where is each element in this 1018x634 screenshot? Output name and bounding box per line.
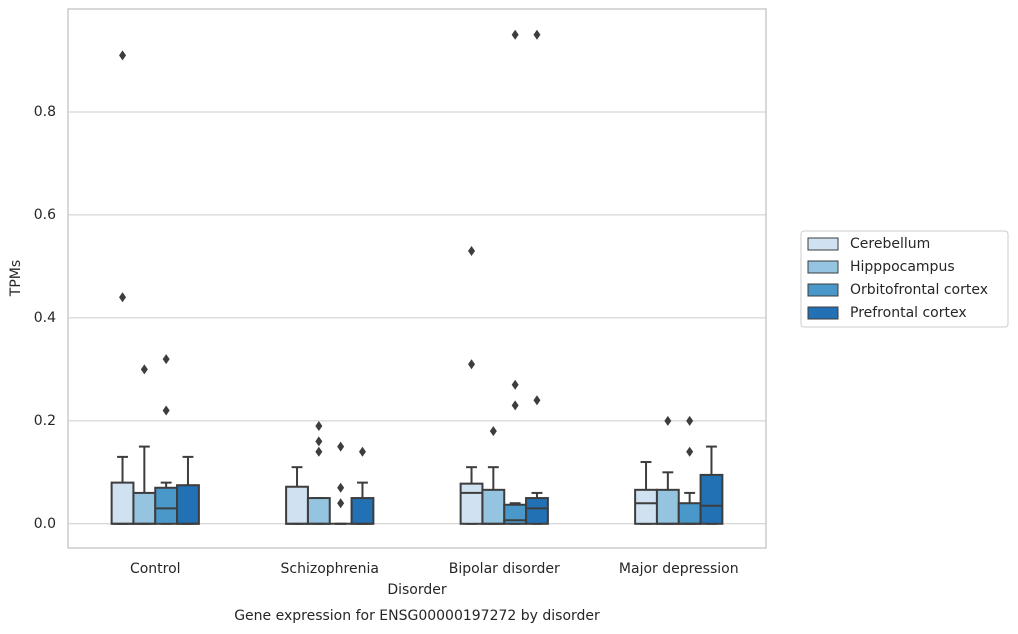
outlier (468, 245, 476, 256)
box (110, 481, 135, 525)
chart-title: Gene expression for ENSG00000197272 by d… (234, 608, 600, 624)
y-tick-label: 0.2 (34, 413, 56, 429)
box (285, 485, 309, 525)
outlier (358, 446, 366, 457)
box (655, 488, 680, 525)
box (481, 488, 506, 525)
outlier (315, 420, 323, 431)
legend-frame (800, 230, 1009, 328)
plot-frame (67, 8, 767, 549)
box (525, 497, 549, 525)
y-tick-label: 0.0 (34, 516, 56, 532)
box (634, 488, 658, 525)
outlier (533, 395, 541, 406)
outlier (119, 292, 127, 303)
legend-label: Prefrontal cortex (850, 305, 967, 321)
legend-label: Orbitofrontal cortex (850, 282, 988, 298)
box (459, 482, 484, 525)
outlier (162, 354, 170, 365)
outlier (315, 436, 323, 447)
outlier (468, 359, 476, 370)
y-tick-label: 0.8 (34, 104, 56, 120)
outlier (140, 364, 148, 375)
x-tick-label: Major depression (619, 561, 739, 577)
outlier (664, 415, 672, 426)
outlier (511, 400, 519, 411)
outlier (337, 498, 345, 509)
y-axis-label: TPMs (8, 260, 24, 297)
y-tick-label: 0.4 (34, 310, 56, 326)
y-tick-label: 0.6 (34, 207, 56, 223)
box (154, 486, 179, 525)
outlier (337, 441, 345, 452)
box (677, 502, 702, 525)
box (176, 484, 200, 525)
x-axis-label: Disorder (387, 582, 447, 598)
legend-swatch (807, 306, 839, 320)
legend-swatch (807, 260, 839, 274)
box (306, 497, 331, 525)
outlier (533, 29, 541, 40)
outlier (511, 29, 519, 40)
outlier (337, 482, 345, 493)
legend-swatch (807, 237, 839, 251)
x-tick-label: Schizophrenia (281, 561, 379, 577)
outlier (119, 50, 127, 61)
outlier (686, 446, 694, 457)
legend-label: Hipppocampus (850, 259, 955, 275)
box (350, 497, 375, 525)
outlier (686, 415, 694, 426)
box (699, 473, 724, 525)
outlier (511, 379, 519, 390)
outlier (489, 426, 497, 437)
legend-swatch (807, 283, 839, 297)
x-tick-label: Control (130, 561, 181, 577)
outlier (162, 405, 170, 416)
x-tick-label: Bipolar disorder (449, 561, 560, 577)
box (132, 491, 157, 525)
outlier (315, 446, 323, 457)
legend-label: Cerebellum (850, 236, 930, 252)
